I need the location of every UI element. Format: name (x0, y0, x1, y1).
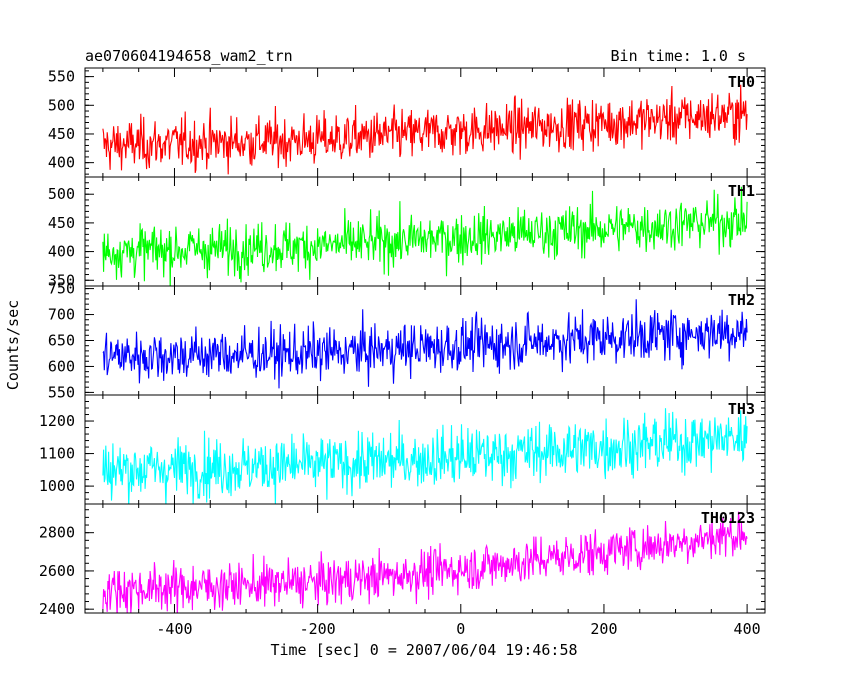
panel-label: TH0123 (701, 509, 755, 527)
panel-th2: 550 600 650 700 750 TH2 (48, 280, 766, 401)
chart-title: ae070604194658_wam2_trn (85, 47, 293, 65)
series-th0123 (102, 511, 748, 613)
x-axis: -400 -200 0 200 400 (156, 620, 760, 638)
bin-time-label: Bin time: 1.0 s (611, 47, 746, 65)
y-tick-label: 500 (48, 96, 75, 114)
x-axis-label: Time [sec] 0 = 2007/06/04 19:46:58 (270, 641, 577, 659)
x-tick-label: 400 (734, 620, 761, 638)
y-tick-label: 2600 (39, 562, 75, 580)
y-tick-label: 500 (48, 185, 75, 203)
panel-th0123: 2400 2600 2800 TH0123 (39, 503, 766, 618)
panel-label: TH3 (728, 400, 755, 418)
panel-th0: 400 450 500 550 TH0 (48, 67, 766, 178)
y-tick-label: 550 (48, 68, 75, 86)
y-tick-label: 2400 (39, 600, 75, 618)
panel-label: TH2 (728, 291, 755, 309)
x-tick-label: -400 (156, 620, 192, 638)
x-tick-label: 0 (456, 620, 465, 638)
y-tick-label: 750 (48, 280, 75, 298)
panel-label: TH0 (728, 73, 755, 91)
x-tick-label: -200 (300, 620, 336, 638)
series-th3 (102, 408, 748, 504)
panel-th1: 350 400 450 500 TH1 (48, 176, 766, 289)
y-tick-label: 650 (48, 332, 75, 350)
series-th0 (102, 84, 748, 175)
y-tick-label: 450 (48, 125, 75, 143)
y-tick-label: 1100 (39, 445, 75, 463)
panel-label: TH1 (728, 182, 755, 200)
y-tick-label: 600 (48, 357, 75, 375)
y-tick-label: 400 (48, 243, 75, 261)
y-tick-label: 450 (48, 214, 75, 232)
series-th2 (102, 299, 748, 389)
y-tick-label: 350 (48, 271, 75, 289)
y-tick-label: 400 (48, 154, 75, 172)
y-axis-label: Counts/sec (4, 300, 22, 390)
series-th1 (102, 186, 748, 286)
y-tick-label: 700 (48, 306, 75, 324)
panels-group: 400 450 500 550 TH0 350 400 450 500 TH1 550 600 650 7… (39, 67, 766, 618)
y-tick-label: 550 (48, 383, 75, 401)
y-tick-label: 1200 (39, 412, 75, 430)
y-tick-label: 2800 (39, 524, 75, 542)
y-tick-label: 1000 (39, 477, 75, 495)
panel-th3: 1000 1100 1200 TH3 (39, 394, 766, 505)
x-tick-label: 200 (590, 620, 617, 638)
